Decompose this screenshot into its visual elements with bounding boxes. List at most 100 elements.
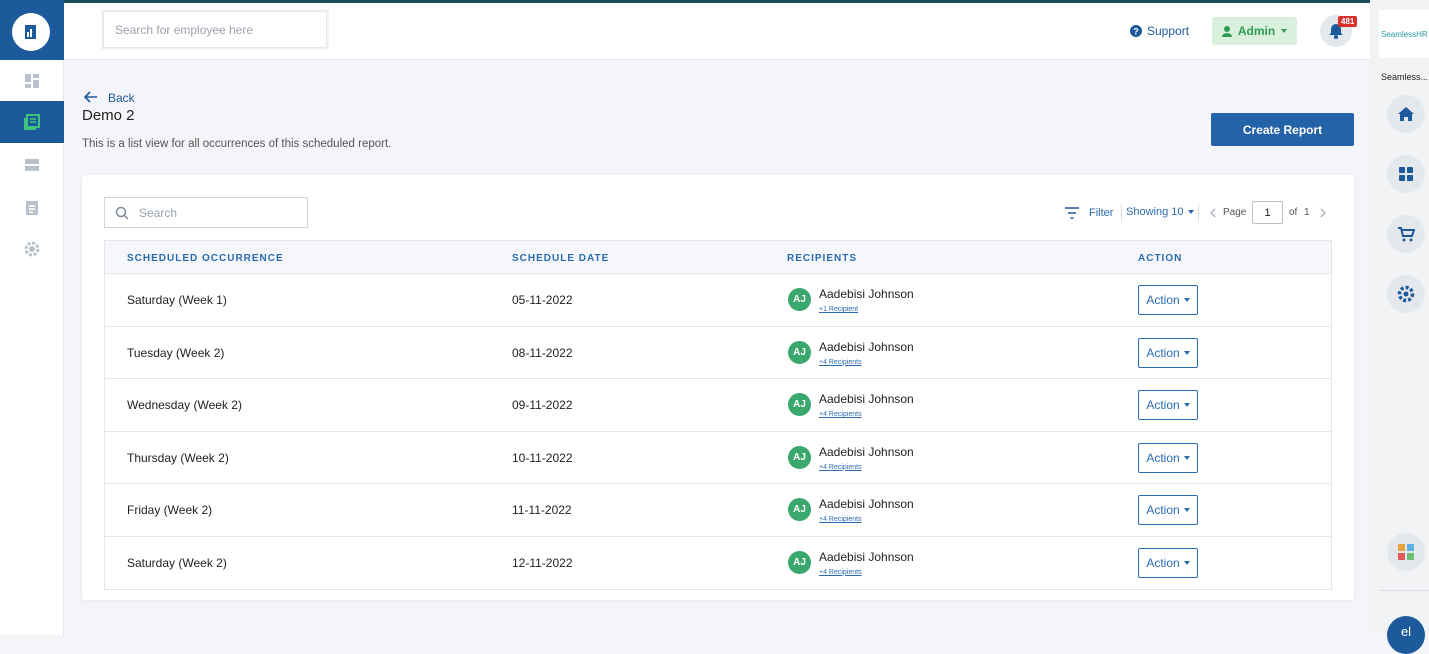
action-label: Action [1146,503,1180,517]
user-name: Admin [1237,24,1276,38]
filter-button[interactable]: Filter [1089,207,1114,219]
icon [24,114,40,130]
report-card: Search Filter Showing 10 Page 1 of 1 SCH… [82,175,1354,600]
page-label: Page [1223,207,1247,218]
icon [1397,285,1415,303]
schedule-date: 12-11-2022 [512,555,573,570]
page-size-menu[interactable]: Showing 10 [1126,206,1194,218]
prev-page[interactable] [1210,208,1216,218]
table-row: Friday (Week 2) 11-11-2022 AJ Aadebisi John… [105,484,1331,537]
page-input[interactable]: 1 [1252,201,1283,224]
action-label: Action [1146,345,1180,360]
back-arrow[interactable] [83,90,99,104]
next-page[interactable] [1320,208,1326,218]
table-row: Saturday (Week 2) 12-11-2022 AJ Aadebisi Jo… [105,537,1331,590]
action-label: Action [1146,555,1180,570]
nav-settings[interactable] [0,228,64,270]
right-panel: SeamlessHR Seamless... el [1370,0,1429,654]
more-recipients[interactable]: +4 Recipients [819,411,862,418]
occurrences-table: SCHEDULED OCCURRENCE SCHEDULE DATE RECIPIE… [104,240,1332,590]
user-avatar[interactable]: el [1387,616,1425,654]
table-header: SCHEDULED OCCURRENCE SCHEDULE DATE RECIPIE… [105,241,1331,274]
icon [25,74,39,88]
action-button[interactable]: Action [1138,442,1198,473]
nav-dashboard[interactable] [0,60,64,102]
occurrence: Saturday (Week 2) [127,555,227,570]
sidebar [0,0,64,635]
recipient-avatar: AJ [788,445,811,469]
icon [25,159,39,171]
apps-button[interactable] [1387,155,1425,193]
recipient-name: Aadebisi Johnson [819,549,914,564]
logo-icon [25,25,36,39]
table-search[interactable]: Search [104,197,308,228]
create-report-button[interactable]: Create Report [1211,113,1354,146]
schedule-date: 08-11-2022 [512,345,573,360]
column-header: ACTION [1138,253,1183,264]
user-icon [1221,25,1232,37]
icon [24,241,40,257]
icon [1398,227,1415,242]
logo-area[interactable] [0,0,64,60]
action-label: Action [1146,398,1180,412]
action-button[interactable]: Action [1138,285,1198,315]
search-icon [115,206,129,220]
occurrence: Wednesday (Week 2) [127,398,242,412]
recipient-name: Aadebisi Johnson [819,339,914,354]
recipient-name: Aadebisi Johnson [819,392,914,406]
caret [1187,210,1194,214]
support-link[interactable]: Support [1147,24,1190,38]
occurrence: Thursday (Week 2) [127,450,229,465]
table-body: Saturday (Week 1) 05-11-2022 AJ Aadebisi Jo… [105,274,1331,589]
recipient-avatar: AJ [788,498,811,521]
divider [1379,590,1429,591]
table-row: Wednesday (Week 2) 09-11-2022 AJ Aadebisi J… [105,379,1331,432]
separator [1198,205,1199,221]
caret [1183,560,1190,565]
caret [1183,455,1190,460]
caret [1183,350,1190,355]
separator [1121,205,1122,221]
schedule-date: 10-11-2022 [512,450,573,465]
table-row: Thursday (Week 2) 10-11-2022 AJ Aadebisi Jo… [105,432,1331,484]
recipient-avatar: AJ [788,288,811,311]
page-size: Showing 10 [1126,206,1184,218]
recipient-name: Aadebisi Johnson [819,287,914,301]
app-grid-button[interactable] [1387,533,1425,571]
action-button[interactable]: Action [1138,495,1198,525]
notification-badge: 481 [1338,16,1358,27]
filter-icon [1065,207,1079,219]
cart-button[interactable] [1387,215,1425,253]
action-button[interactable]: Action [1138,390,1198,420]
more-recipients[interactable]: +4 Recipients [819,358,862,366]
action-button[interactable]: Action [1138,337,1198,368]
nav-servers[interactable] [0,144,64,186]
more-recipients[interactable]: +4 Recipients [819,463,862,471]
employee-search[interactable]: Search for employee here [103,11,327,48]
back-link[interactable]: Back [108,91,135,105]
action-button[interactable]: Action [1138,547,1198,578]
caret [1183,403,1190,407]
recipient-name: Aadebisi Johnson [819,444,914,459]
caret [1281,29,1288,33]
occurrence: Tuesday (Week 2) [127,345,225,360]
more-recipients[interactable]: +4 Recipients [819,568,862,576]
nav-clipboard[interactable] [0,186,64,228]
more-recipients[interactable]: +1 Recipient [819,306,859,313]
more-recipients[interactable]: +4 Recipients [819,516,862,523]
app-name: Seamless... [1381,72,1429,82]
column-header: RECIPIENTS [787,253,858,264]
icon [1398,544,1414,560]
action-label: Action [1146,450,1180,465]
schedule-date: 09-11-2022 [512,398,573,412]
recipient-avatar: AJ [788,393,811,416]
of-label: of [1289,207,1298,218]
icon [26,201,38,215]
brand: SeamlessHR [1379,10,1429,58]
icon [1399,167,1413,181]
home-button[interactable] [1387,95,1425,133]
nav-reports[interactable] [0,101,64,143]
user-menu[interactable]: Admin [1212,17,1297,45]
settings-button[interactable] [1387,275,1425,313]
